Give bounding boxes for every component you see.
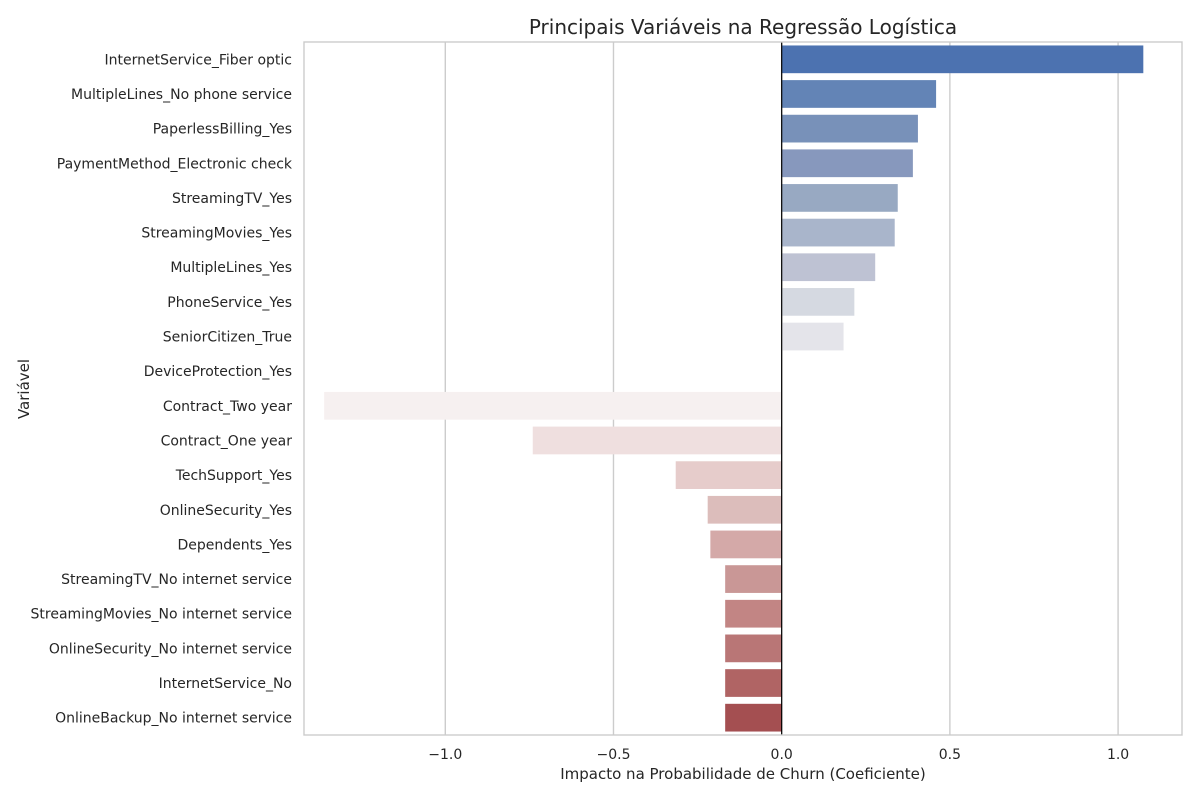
bar: [782, 45, 1144, 73]
y-tick-label: TechSupport_Yes: [175, 468, 292, 484]
chart-title: Principais Variáveis na Regressão Logíst…: [529, 15, 957, 39]
y-tick-label: OnlineSecurity_Yes: [160, 503, 292, 519]
y-tick-label: StreamingMovies_No internet service: [31, 607, 292, 623]
x-tick-label: 0.0: [771, 747, 793, 763]
bar-layer: [324, 45, 1143, 731]
bar: [708, 496, 782, 524]
y-axis-label: Variável: [15, 359, 33, 419]
x-tick-labels: −1.0 −0.5 0.0 0.5 1.0: [428, 747, 1129, 763]
y-tick-label: InternetService_No: [159, 676, 292, 692]
y-tick-label: Contract_One year: [161, 433, 293, 449]
axis-layer: [304, 42, 1182, 735]
bar: [725, 704, 782, 732]
bar: [782, 323, 844, 351]
y-tick-label: InternetService_Fiber optic: [105, 52, 293, 68]
x-axis-label: Impacto na Probabilidade de Churn (Coefi…: [560, 765, 926, 783]
y-tick-label: StreamingMovies_Yes: [141, 226, 292, 242]
bar: [324, 392, 782, 420]
bar: [782, 149, 913, 177]
y-tick-label: OnlineSecurity_No internet service: [49, 641, 292, 657]
y-tick-labels: InternetService_Fiber optic MultipleLines…: [31, 52, 293, 726]
x-tick-label: 0.5: [939, 747, 961, 763]
bar: [725, 600, 782, 628]
y-tick-label: DeviceProtection_Yes: [144, 364, 292, 380]
y-tick-label: MultipleLines_No phone service: [71, 87, 292, 103]
y-tick-label: OnlineBackup_No internet service: [55, 711, 292, 727]
y-tick-label: Contract_Two year: [163, 399, 292, 415]
bar: [782, 288, 855, 316]
y-tick-label: SeniorCitizen_True: [163, 330, 292, 346]
bar: [533, 427, 782, 455]
y-tick-label: StreamingTV_Yes: [172, 191, 292, 207]
x-tick-label: −0.5: [596, 747, 630, 763]
y-tick-label: MultipleLines_Yes: [170, 260, 292, 276]
bar: [782, 184, 898, 212]
plot-frame: [304, 42, 1182, 735]
bar: [676, 461, 782, 489]
y-tick-label: StreamingTV_No internet service: [61, 572, 292, 588]
y-tick-label: PaperlessBilling_Yes: [153, 122, 292, 138]
x-tick-label: 1.0: [1107, 747, 1129, 763]
y-tick-label: PaymentMethod_Electronic check: [57, 156, 293, 172]
y-tick-label: Dependents_Yes: [177, 537, 292, 553]
y-tick-label: PhoneService_Yes: [167, 295, 292, 311]
bar: [725, 565, 782, 593]
bar: [782, 115, 918, 143]
bar: [782, 80, 936, 108]
x-tick-label: −1.0: [428, 747, 462, 763]
bar: [725, 635, 782, 663]
bar: [725, 669, 782, 697]
bar: [710, 531, 781, 559]
bar: [782, 219, 895, 247]
bar: [782, 253, 876, 281]
